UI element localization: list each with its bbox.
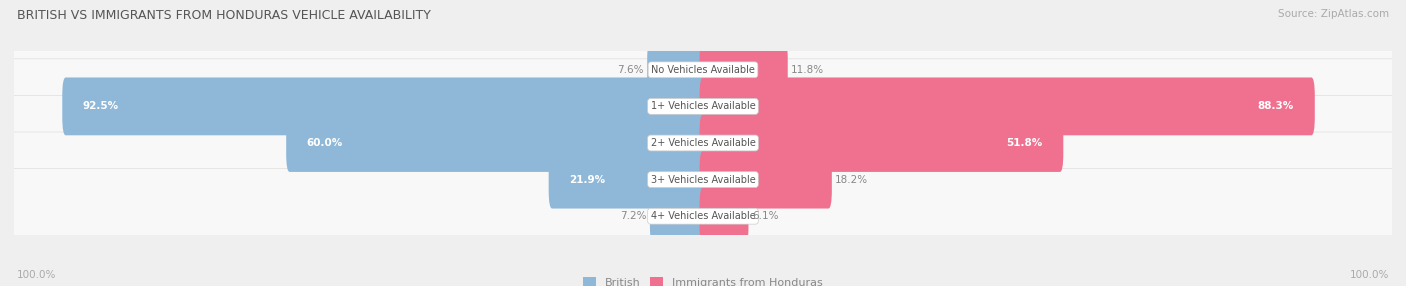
Text: 6.1%: 6.1% xyxy=(752,211,779,221)
Text: 88.3%: 88.3% xyxy=(1258,102,1294,111)
Text: 21.9%: 21.9% xyxy=(569,175,606,184)
FancyBboxPatch shape xyxy=(700,187,748,245)
Text: 18.2%: 18.2% xyxy=(835,175,869,184)
FancyBboxPatch shape xyxy=(8,22,1398,117)
Text: 2+ Vehicles Available: 2+ Vehicles Available xyxy=(651,138,755,148)
FancyBboxPatch shape xyxy=(700,114,1063,172)
Text: 4+ Vehicles Available: 4+ Vehicles Available xyxy=(651,211,755,221)
FancyBboxPatch shape xyxy=(700,78,1315,135)
Text: 3+ Vehicles Available: 3+ Vehicles Available xyxy=(651,175,755,184)
Legend: British, Immigrants from Honduras: British, Immigrants from Honduras xyxy=(583,277,823,286)
FancyBboxPatch shape xyxy=(62,78,706,135)
FancyBboxPatch shape xyxy=(700,151,832,208)
FancyBboxPatch shape xyxy=(8,132,1398,227)
FancyBboxPatch shape xyxy=(548,151,706,208)
Text: 100.0%: 100.0% xyxy=(17,270,56,280)
FancyBboxPatch shape xyxy=(8,59,1398,154)
Text: No Vehicles Available: No Vehicles Available xyxy=(651,65,755,75)
FancyBboxPatch shape xyxy=(650,187,706,245)
Text: 92.5%: 92.5% xyxy=(83,102,120,111)
Text: 51.8%: 51.8% xyxy=(1007,138,1043,148)
Text: 100.0%: 100.0% xyxy=(1350,270,1389,280)
Text: 60.0%: 60.0% xyxy=(307,138,343,148)
Text: 11.8%: 11.8% xyxy=(792,65,824,75)
FancyBboxPatch shape xyxy=(287,114,706,172)
FancyBboxPatch shape xyxy=(8,169,1398,264)
FancyBboxPatch shape xyxy=(700,41,787,99)
Text: 7.6%: 7.6% xyxy=(617,65,644,75)
Text: BRITISH VS IMMIGRANTS FROM HONDURAS VEHICLE AVAILABILITY: BRITISH VS IMMIGRANTS FROM HONDURAS VEHI… xyxy=(17,9,430,21)
Text: 1+ Vehicles Available: 1+ Vehicles Available xyxy=(651,102,755,111)
Text: Source: ZipAtlas.com: Source: ZipAtlas.com xyxy=(1278,9,1389,19)
Text: 7.2%: 7.2% xyxy=(620,211,647,221)
FancyBboxPatch shape xyxy=(8,96,1398,190)
FancyBboxPatch shape xyxy=(647,41,706,99)
